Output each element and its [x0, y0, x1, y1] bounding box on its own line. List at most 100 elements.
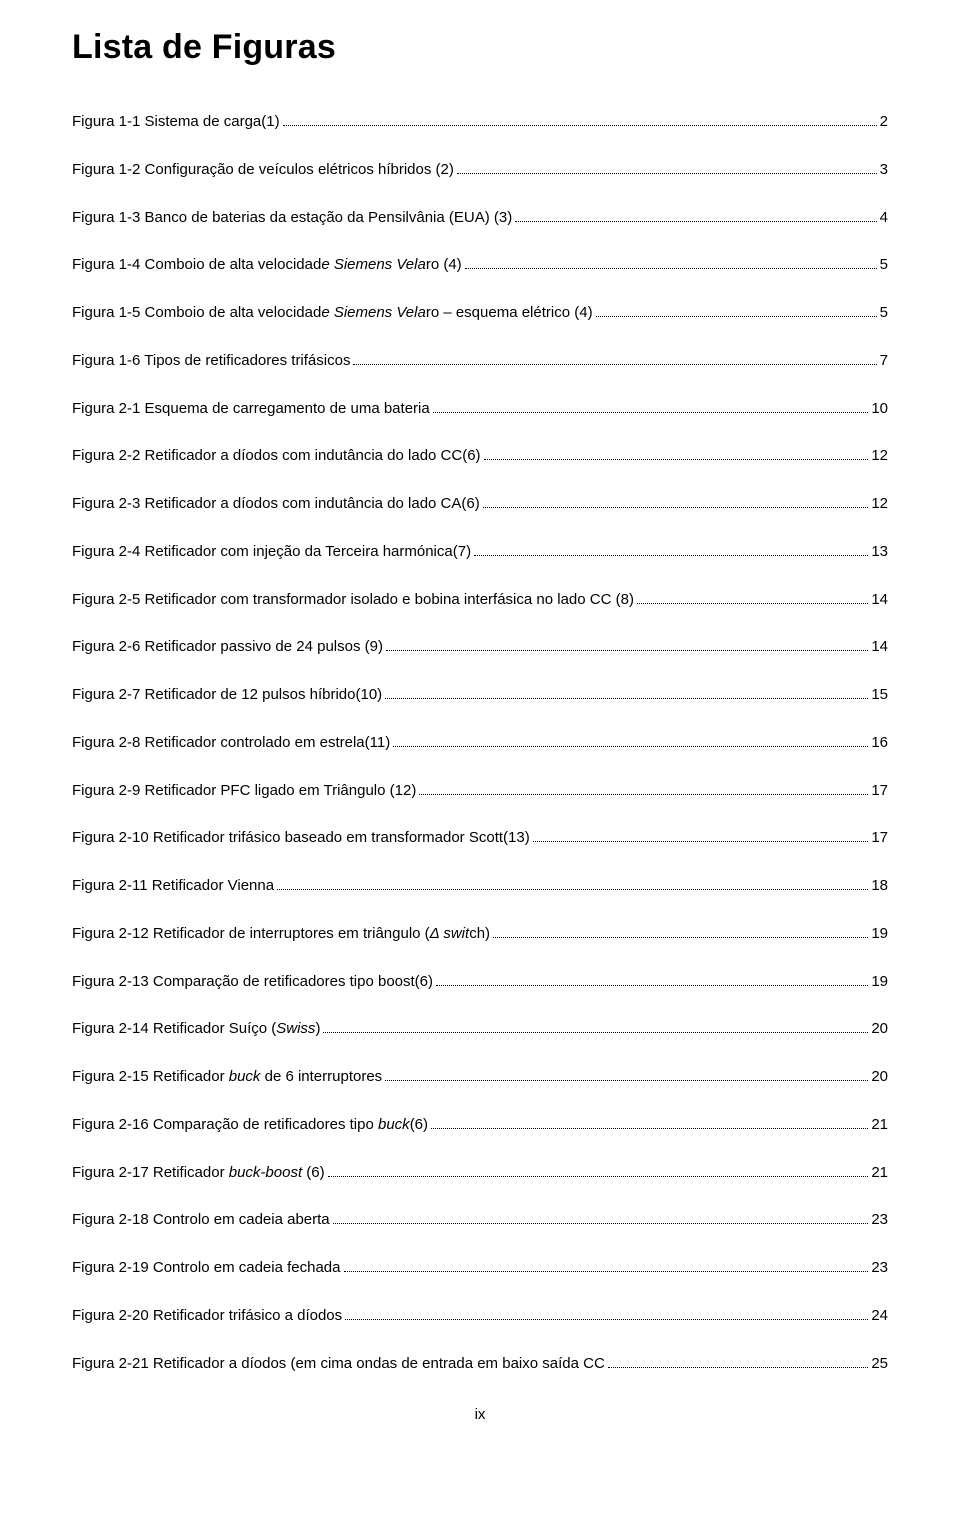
dot-leader — [431, 1115, 868, 1129]
entry-label: Figura 2-17 Retificador buck-boost (6) — [72, 1162, 325, 1184]
entry-page: 20 — [871, 1066, 888, 1088]
entry-label: Figura 2-2 Retificador a díodos com indu… — [72, 445, 481, 467]
entry-page: 10 — [871, 398, 888, 420]
list-of-figures-entry: Figura 2-20 Retificador trifásico a díod… — [72, 1305, 888, 1327]
dot-leader — [328, 1163, 869, 1177]
entry-page: 21 — [871, 1162, 888, 1184]
dot-leader — [344, 1259, 869, 1273]
entry-page: 18 — [871, 875, 888, 897]
entry-page: 21 — [871, 1114, 888, 1136]
dot-leader — [483, 495, 869, 509]
list-of-figures-entry: Figura 2-16 Comparação de retificadores … — [72, 1114, 888, 1136]
list-of-figures-entry: Figura 1-4 Comboio de alta velocidade Si… — [72, 254, 888, 276]
entry-page: 17 — [871, 780, 888, 802]
entry-label: Figura 2-16 Comparação de retificadores … — [72, 1114, 428, 1136]
entry-label: Figura 2-19 Controlo em cadeia fechada — [72, 1257, 341, 1279]
dot-leader — [637, 590, 868, 604]
entry-page: 4 — [880, 207, 888, 229]
dot-leader — [323, 1020, 868, 1034]
entry-page: 23 — [871, 1257, 888, 1279]
entry-label: Figura 2-13 Comparação de retificadores … — [72, 971, 433, 993]
dot-leader — [433, 399, 869, 413]
list-of-figures-entry: Figura 2-4 Retificador com injeção da Te… — [72, 541, 888, 563]
list-of-figures-entry: Figura 2-21 Retificador a díodos (em cim… — [72, 1353, 888, 1375]
dot-leader — [393, 733, 868, 747]
entry-label: Figura 2-14 Retificador Suíço (Swiss) — [72, 1018, 320, 1040]
list-of-figures-entry: Figura 2-19 Controlo em cadeia fechada 23 — [72, 1257, 888, 1279]
list-of-figures-entry: Figura 2-9 Retificador PFC ligado em Tri… — [72, 780, 888, 802]
entry-label: Figura 2-20 Retificador trifásico a díod… — [72, 1305, 342, 1327]
dot-leader — [493, 924, 868, 938]
entry-page: 12 — [871, 493, 888, 515]
entry-page: 7 — [880, 350, 888, 372]
entry-page: 17 — [871, 827, 888, 849]
entry-label: Figura 1-1 Sistema de carga(1) — [72, 111, 280, 133]
figure-list: Figura 1-1 Sistema de carga(1)2Figura 1-… — [72, 111, 888, 1374]
entry-label: Figura 1-2 Configuração de veículos elét… — [72, 159, 454, 181]
dot-leader — [596, 304, 877, 318]
dot-leader — [353, 351, 876, 365]
entry-label: Figura 2-8 Retificador controlado em est… — [72, 732, 390, 754]
dot-leader — [277, 877, 868, 891]
list-of-figures-entry: Figura 2-11 Retificador Vienna 18 — [72, 875, 888, 897]
list-of-figures-entry: Figura 2-2 Retificador a díodos com indu… — [72, 445, 888, 467]
entry-label: Figura 2-10 Retificador trifásico basead… — [72, 827, 530, 849]
entry-label: Figura 2-12 Retificador de interruptores… — [72, 923, 490, 945]
dot-leader — [608, 1354, 869, 1368]
entry-page: 13 — [871, 541, 888, 563]
dot-leader — [533, 829, 869, 843]
dot-leader — [345, 1306, 868, 1320]
entry-label: Figura 2-5 Retificador com transformador… — [72, 589, 634, 611]
entry-page: 12 — [871, 445, 888, 467]
entry-label: Figura 2-15 Retificador buck de 6 interr… — [72, 1066, 382, 1088]
list-of-figures-entry: Figura 2-5 Retificador com transformador… — [72, 589, 888, 611]
dot-leader — [385, 1068, 868, 1082]
entry-label: Figura 2-7 Retificador de 12 pulsos híbr… — [72, 684, 382, 706]
entry-label: Figura 2-1 Esquema de carregamento de um… — [72, 398, 430, 420]
list-of-figures-entry: Figura 2-17 Retificador buck-boost (6) 21 — [72, 1162, 888, 1184]
list-of-figures-entry: Figura 2-1 Esquema de carregamento de um… — [72, 398, 888, 420]
list-of-figures-entry: Figura 2-12 Retificador de interruptores… — [72, 923, 888, 945]
entry-label: Figura 2-21 Retificador a díodos (em cim… — [72, 1353, 605, 1375]
list-of-figures-entry: Figura 2-13 Comparação de retificadores … — [72, 971, 888, 993]
entry-label: Figura 1-3 Banco de baterias da estação … — [72, 207, 512, 229]
entry-page: 5 — [880, 302, 888, 324]
list-of-figures-entry: Figura 1-2 Configuração de veículos elét… — [72, 159, 888, 181]
entry-page: 25 — [871, 1353, 888, 1375]
entry-page: 19 — [871, 923, 888, 945]
entry-page: 16 — [871, 732, 888, 754]
dot-leader — [333, 1211, 869, 1225]
entry-page: 14 — [871, 636, 888, 658]
dot-leader — [465, 256, 877, 270]
entry-label: Figura 1-4 Comboio de alta velocidade Si… — [72, 254, 462, 276]
entry-label: Figura 1-6 Tipos de retificadores trifás… — [72, 350, 350, 372]
list-of-figures-entry: Figura 1-1 Sistema de carga(1) 2 — [72, 111, 888, 133]
list-of-figures-entry: Figura 2-3 Retificador a díodos com indu… — [72, 493, 888, 515]
dot-leader — [484, 447, 869, 461]
list-of-figures-entry: Figura 2-18 Controlo em cadeia aberta23 — [72, 1209, 888, 1231]
entry-page: 14 — [871, 589, 888, 611]
entry-label: Figura 2-4 Retificador com injeção da Te… — [72, 541, 471, 563]
list-of-figures-entry: Figura 2-7 Retificador de 12 pulsos híbr… — [72, 684, 888, 706]
list-of-figures-entry: Figura 2-10 Retificador trifásico basead… — [72, 827, 888, 849]
list-of-figures-entry: Figura 2-8 Retificador controlado em est… — [72, 732, 888, 754]
page-title: Lista de Figuras — [72, 28, 888, 67]
entry-label: Figura 2-11 Retificador Vienna — [72, 875, 274, 897]
list-of-figures-entry: Figura 2-6 Retificador passivo de 24 pul… — [72, 636, 888, 658]
entry-page: 20 — [871, 1018, 888, 1040]
list-of-figures-entry: Figura 1-5 Comboio de alta velocidade Si… — [72, 302, 888, 324]
list-of-figures-entry: Figura 2-14 Retificador Suíço (Swiss) 20 — [72, 1018, 888, 1040]
list-of-figures-entry: Figura 1-3 Banco de baterias da estação … — [72, 207, 888, 229]
entry-label: Figura 2-9 Retificador PFC ligado em Tri… — [72, 780, 416, 802]
entry-label: Figura 2-6 Retificador passivo de 24 pul… — [72, 636, 383, 658]
entry-page: 23 — [871, 1209, 888, 1231]
dot-leader — [457, 160, 877, 174]
entry-page: 3 — [880, 159, 888, 181]
list-of-figures-entry: Figura 1-6 Tipos de retificadores trifás… — [72, 350, 888, 372]
entry-page: 19 — [871, 971, 888, 993]
dot-leader — [515, 208, 876, 222]
entry-page: 15 — [871, 684, 888, 706]
list-of-figures-entry: Figura 2-15 Retificador buck de 6 interr… — [72, 1066, 888, 1088]
entry-page: 2 — [880, 111, 888, 133]
dot-leader — [436, 972, 868, 986]
